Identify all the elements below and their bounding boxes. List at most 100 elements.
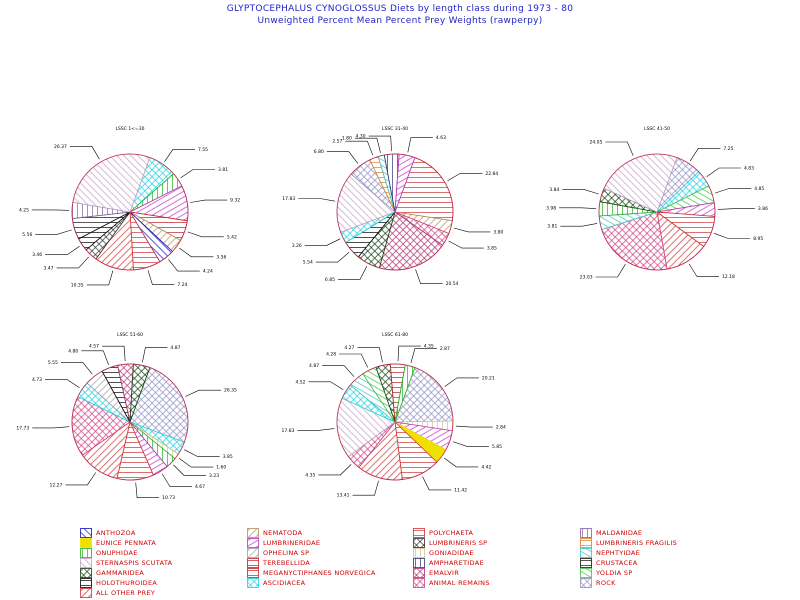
legend-label: CRUSTACEA [596, 559, 638, 567]
legend-swatch [247, 578, 259, 588]
slice-value-label: 1.60 [216, 465, 226, 471]
slice-value-label: 4.83 [744, 166, 754, 172]
slice-value-label: 4.28 [326, 351, 336, 357]
legend-swatch [247, 528, 259, 538]
legend-label: NEMATODA [263, 529, 303, 537]
slice-value-label: 17.73 [16, 425, 29, 431]
legend-swatch [413, 558, 425, 568]
slice-value-label: 5.55 [48, 360, 58, 366]
leader-line [297, 428, 335, 431]
slice-value-label: 1.80 [342, 136, 352, 142]
legend-swatch [80, 568, 92, 578]
slice-value-label: 26.35 [224, 388, 237, 394]
leader-line [368, 135, 392, 152]
leader-line [304, 238, 341, 246]
leader-line [180, 169, 215, 179]
slice-value-label: 20.21 [482, 375, 495, 381]
chart-subtitle: Unweighted Percent Mean Percent Prey Wei… [257, 16, 543, 26]
legend-label: EMALVIR [429, 569, 460, 577]
legend-label: STERNASPIS SCUTATA [96, 559, 173, 567]
slice-value-label: 2.57 [332, 139, 342, 145]
legend-swatch [247, 548, 259, 558]
slice-value-label: 4.30 [356, 134, 366, 140]
leader-line [689, 148, 721, 162]
pie-chart-5: LSSC 61-80 20.21 2.84 5.85 4.42 11.42 13.41 4.3… [282, 332, 506, 499]
pie-title: LSSC 61-80 [382, 332, 408, 338]
legend-label: ALL OTHER PREY [96, 589, 156, 597]
slice-value-label: 3.81 [547, 224, 557, 230]
legend-swatch [80, 558, 92, 568]
leader-line [315, 251, 350, 263]
leader-line [35, 229, 72, 235]
legend-label: TEREBELLIDA [263, 559, 311, 567]
slice-value-label: 7.25 [723, 146, 733, 152]
legend-swatch [580, 548, 592, 558]
legend-label: GONIADIDAE [429, 549, 474, 557]
slice-value-label: 22.84 [485, 171, 498, 177]
pie-chart-4: LSSC 51-60 26.35 3.85 1.60 3.23 4.67 10.73 12.2… [16, 332, 237, 501]
slice-value-label: 4.24 [203, 269, 213, 275]
legend-swatch [580, 568, 592, 578]
pie-title: LSSC 41-50 [644, 126, 670, 132]
leader-line [352, 480, 379, 496]
leader-line [452, 441, 489, 447]
legend-label: HOLOTHUROIDEA [96, 579, 158, 587]
legend-label: OPHELINA SP [263, 549, 310, 557]
slice-value-label: 10.73 [162, 495, 175, 501]
leader-line [339, 353, 369, 368]
legend-label: LUMBRINERIS FRAGILIS [596, 539, 678, 547]
slice-value-label: 4.67 [195, 484, 205, 490]
legend-swatch [80, 528, 92, 538]
legend-swatch [247, 568, 259, 578]
slice-value-label: 3.86 [758, 206, 768, 212]
slice-value-label: 3.80 [493, 229, 503, 235]
legend-swatch [413, 548, 425, 558]
legend-swatch [580, 538, 592, 548]
leader-line [706, 167, 741, 177]
legend-swatch [413, 538, 425, 548]
legend-swatch [80, 578, 92, 588]
slice-value-label: 17.83 [282, 196, 295, 202]
leader-line [164, 149, 195, 162]
slice-value-label: 4.52 [295, 379, 305, 385]
slice-value-label: 7.55 [198, 147, 208, 153]
slice-value-label: 4.80 [68, 348, 78, 354]
legend-label: POLYCHAETA [429, 529, 474, 537]
leader-line [717, 208, 755, 210]
slice-value-label: 3.85 [223, 454, 233, 460]
legend-label: EUNICE PENNATA [96, 539, 157, 547]
slice-value-label: 4.73 [32, 377, 42, 383]
leader-line [308, 381, 344, 391]
legend-label: LUMBRINERIS SP [429, 539, 488, 547]
pie-chart-3: LSSC 41-50 7.25 4.83 4.85 3.86 8.95 12.18 23.03… [546, 126, 768, 280]
leader-line [173, 464, 206, 476]
legend-swatch [247, 558, 259, 568]
leader-line [397, 345, 421, 362]
leader-line [357, 347, 383, 363]
leader-line [102, 345, 126, 362]
slice-value-label: 5.54 [303, 260, 313, 266]
leader-line [453, 227, 491, 233]
leader-line [81, 350, 109, 366]
slice-value-label: 12.18 [722, 274, 735, 280]
chart-title: GLYPTOCEPHALUS CYNOGLOSSUS Diets by leng… [226, 4, 574, 14]
pie-outline [71, 363, 189, 481]
leader-line [178, 457, 214, 468]
slice-value-label: 26.37 [54, 144, 67, 150]
slice-value-label: 4.85 [754, 186, 764, 192]
leader-line [318, 464, 352, 476]
leader-line [345, 140, 374, 156]
slice-value-label: 6.85 [325, 277, 335, 283]
leader-line [415, 269, 443, 284]
legend-swatch [247, 538, 259, 548]
slice-value-label: 3.26 [292, 243, 302, 249]
legend-label: AMPHARETIDAE [429, 559, 484, 567]
leader-line [45, 379, 80, 389]
leader-line [147, 270, 175, 285]
leader-line [560, 223, 598, 227]
leader-line [56, 256, 89, 269]
slice-value-label: 23.03 [580, 274, 593, 280]
slice-value-label: 3.46 [32, 252, 42, 258]
leader-line [168, 259, 200, 272]
legend-label: ASCIDIACEA [263, 579, 306, 587]
